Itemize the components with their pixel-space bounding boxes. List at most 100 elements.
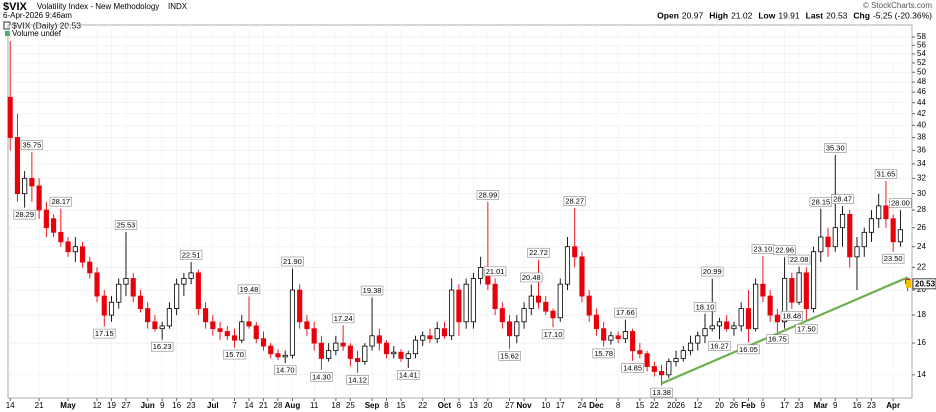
candle-body (709, 325, 715, 330)
y-tick-label: 28 (917, 205, 926, 214)
annotation-label: 19.38 (363, 286, 382, 295)
annotation-label: 17.24 (334, 314, 353, 323)
quote-label: Chg (853, 10, 870, 20)
annotation-box (563, 196, 586, 206)
annotation-label: 14.41 (399, 370, 418, 379)
annotation-label: 28.99 (478, 190, 497, 199)
y-tick-label: 36 (917, 145, 926, 154)
x-tick-label: 2026 (667, 401, 685, 410)
annotation-box (737, 344, 760, 355)
annotation-box (881, 253, 905, 264)
x-tick-label: 20 (483, 401, 492, 410)
annotation-box (13, 209, 36, 220)
candle-body (557, 283, 563, 319)
annotation-box (592, 348, 615, 359)
x-tick-label: 13 (469, 401, 478, 410)
x-tick-label: 16 (172, 401, 181, 410)
quote-value: 20.53 (826, 10, 848, 20)
legend-icon (3, 21, 11, 30)
x-tick-label: 17 (556, 401, 565, 410)
annotation-box (889, 198, 912, 208)
x-tick-label: 23 (867, 401, 876, 410)
annotation-box (237, 284, 261, 295)
legend-icon (5, 31, 10, 36)
candle-body (434, 328, 440, 340)
candle-body (217, 328, 223, 332)
candle-body (65, 241, 71, 253)
y-tick-label: 22 (917, 263, 926, 272)
candle-body (333, 342, 339, 352)
annotation-label: 28.29 (15, 210, 34, 219)
candle-body (687, 342, 694, 352)
annotation-label: 28.47 (833, 195, 852, 204)
annotation-box (520, 272, 543, 283)
candle-body (72, 246, 78, 253)
annotation-label: 21.01 (486, 267, 505, 276)
candle-body (347, 345, 353, 359)
x-tick-label: 21 (35, 401, 44, 410)
x-tick-label: Oct (438, 401, 452, 410)
annotation-label: 14.30 (312, 372, 331, 381)
candle-body (268, 345, 274, 355)
candle-body (622, 331, 628, 340)
candle-body (145, 308, 151, 323)
candle-body (188, 272, 194, 279)
x-tick-label: 7 (232, 401, 237, 410)
candle-body (673, 358, 679, 363)
candle-body (514, 321, 520, 337)
candle-body (782, 278, 788, 323)
candle-body (883, 205, 889, 220)
annotation-label: 18.10 (696, 302, 715, 311)
annotation-box (483, 266, 507, 277)
candle-body (507, 321, 513, 337)
annotation-box (621, 363, 644, 373)
x-tick-label: Dec (589, 401, 604, 410)
annotation-box (360, 285, 384, 296)
date: 6-Apr-2026 9:46am (3, 11, 72, 20)
annotation-box (780, 311, 804, 321)
candle-body (289, 289, 296, 356)
candle-body (427, 335, 433, 340)
y-tick-label: 46 (917, 87, 926, 96)
x-tick-label: 15 (635, 401, 644, 410)
annotation-label: 28.27 (565, 196, 584, 205)
candle-body (470, 278, 476, 323)
candle-body (897, 229, 903, 243)
annotation-label: 16.27 (710, 342, 729, 351)
annotation-label: 14.12 (348, 375, 367, 384)
x-tick-label: Jul (207, 401, 219, 410)
y-tick-label: 32 (917, 173, 926, 182)
candle-body (579, 256, 585, 297)
candle-body (449, 289, 455, 337)
price-tag-marker (906, 279, 911, 288)
candle-body (87, 261, 93, 274)
y-tick-label: 18 (917, 310, 926, 319)
x-tick-label: Jun (141, 401, 155, 410)
candle-body (340, 342, 346, 347)
annotation-label: 35.75 (22, 140, 41, 149)
candle-body (644, 353, 650, 367)
candle-body (659, 371, 665, 376)
candle-body (847, 213, 853, 258)
legend-entry: Volume undef (12, 29, 62, 38)
candle-body (615, 335, 621, 340)
candle-body (412, 339, 419, 355)
candle-body (58, 231, 64, 243)
annotation-label: 28.17 (51, 197, 70, 206)
x-tick-label: 14 (245, 401, 254, 410)
candle-body (231, 335, 238, 341)
candle-body (463, 283, 469, 323)
y-tick-label: 50 (917, 67, 926, 76)
candle-body (318, 342, 324, 359)
quote-label: Open (657, 10, 679, 20)
x-tick-label: 17 (780, 401, 789, 410)
candle-body (716, 321, 723, 327)
candle-body (680, 350, 686, 359)
candle-body (724, 321, 730, 330)
candle-body (789, 278, 795, 303)
quote-value: 20.97 (682, 10, 704, 20)
candle-body (391, 351, 397, 355)
x-tick-label: 12 (693, 401, 702, 410)
quote-value: 19.91 (778, 10, 800, 20)
candle-body (174, 283, 180, 309)
